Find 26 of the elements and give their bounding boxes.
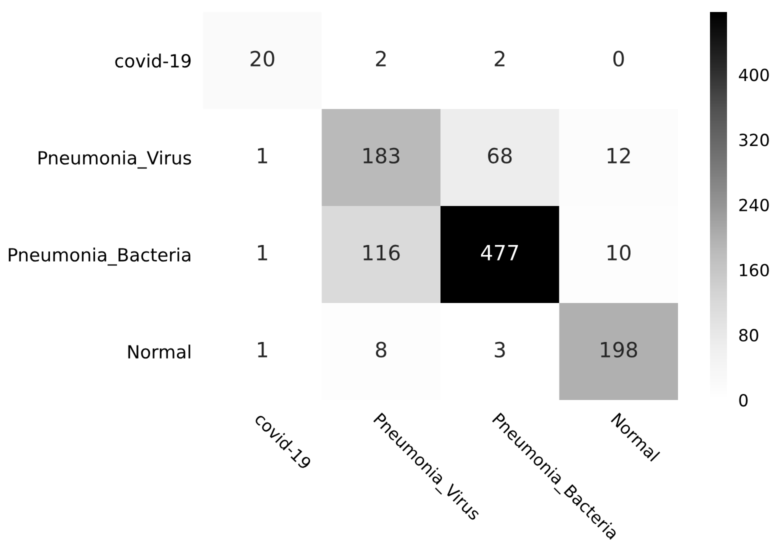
- data-label: 3: [494, 342, 505, 358]
- y-tick-label: Pneumonia_Bacteria: [8, 248, 190, 266]
- data-label: 68: [488, 148, 512, 164]
- color-bar-label: 240: [739, 198, 769, 212]
- data-label: 1: [258, 148, 268, 164]
- data-label: 1: [258, 245, 268, 260]
- color-bar-label: 400: [738, 68, 769, 82]
- y-tick-label: covid-19: [115, 54, 191, 68]
- data-label: 20: [250, 50, 274, 67]
- data-label: 1: [258, 342, 268, 358]
- data-label: 12: [608, 148, 630, 164]
- data-label: 8: [376, 342, 386, 358]
- data-label: 477: [481, 245, 518, 260]
- data-label: 198: [601, 342, 638, 358]
- data-label: 183: [364, 148, 400, 164]
- data-label: 0: [613, 50, 624, 67]
- y-tick-label: Pneumonia_Virus: [38, 150, 192, 169]
- data-label: 116: [364, 244, 400, 261]
- color-bar-label: 80: [739, 328, 758, 342]
- data-label: 10: [608, 244, 630, 261]
- color-bar-label: 0: [739, 394, 748, 407]
- data-label: 2: [494, 50, 504, 66]
- color-bar-label: 320: [739, 134, 769, 146]
- color-bar-label: 160: [740, 264, 769, 276]
- data-label: 2: [376, 50, 386, 66]
- y-tick-label: Normal: [128, 344, 190, 359]
